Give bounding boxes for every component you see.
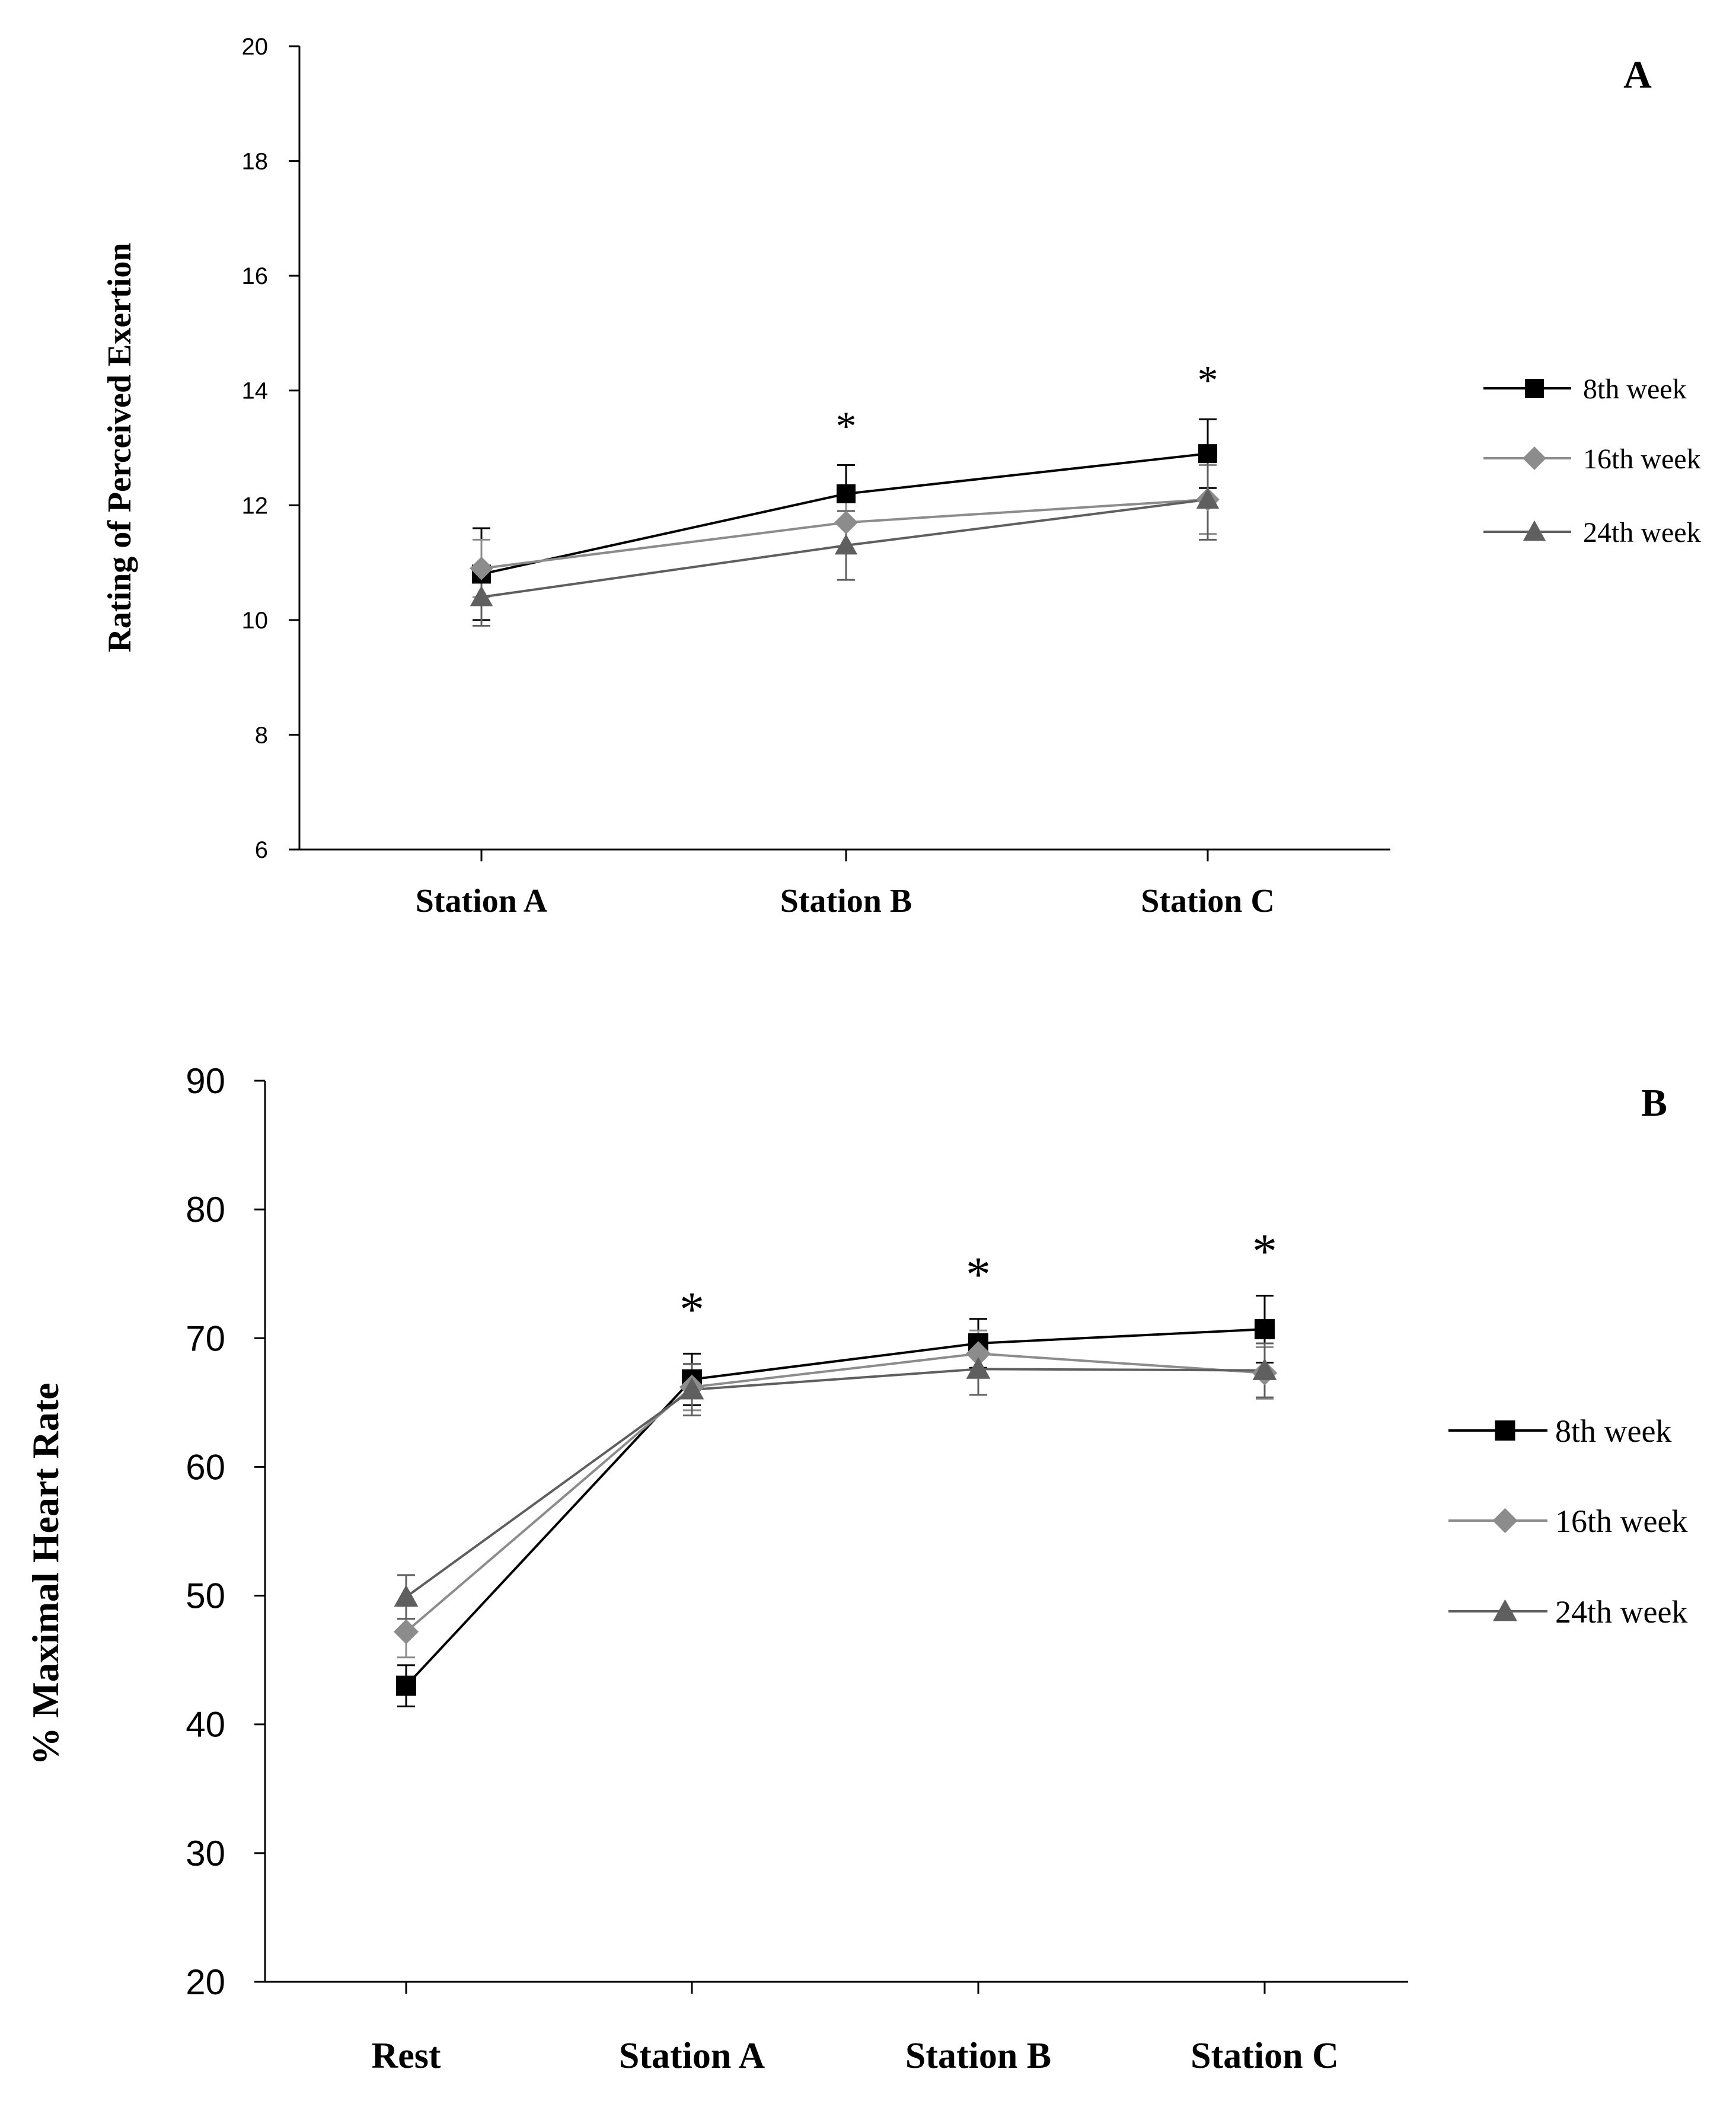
panel-b-series-line: [405, 1352, 1265, 1633]
panel-a-y-tick-label: 6: [255, 837, 268, 863]
panel-a-y-tick-label: 14: [242, 378, 269, 404]
panel-b-legend-marker: [1492, 1508, 1518, 1534]
panel-a-data-point: [837, 484, 856, 503]
panel-a-data-point: [1196, 488, 1220, 509]
panel-b-legend-label: 24th week: [1555, 1594, 1687, 1630]
panel-b-x-tick-label: Station A: [619, 2036, 765, 2076]
panel-a-legend-marker: [1525, 379, 1544, 398]
panel-a-legend-label: 24th week: [1583, 517, 1701, 548]
panel-a-significance-star: *: [836, 404, 857, 449]
panel-b-data-point: [965, 1341, 991, 1366]
panel-a-data-point: [470, 585, 493, 606]
panel-b-y-axis-title: % Maximal Heart Rate: [24, 1382, 66, 1765]
panel-b-y-tick-label: 30: [186, 1834, 225, 1873]
panel-b-y-tick-label: 60: [186, 1447, 225, 1487]
panel-a-data-point: [1198, 444, 1217, 464]
panel-b-y-tick-label: 80: [186, 1190, 225, 1230]
panel-b-legend-marker: [1493, 1599, 1517, 1621]
panel-b-data-point: [393, 1619, 419, 1645]
panel-a-y-axis-title: Rating of Perceived Exertion: [101, 242, 138, 652]
panel-a-y-tick-label: 8: [255, 722, 268, 748]
panel-b-legend-marker: [1495, 1420, 1515, 1441]
panel-a-y-tick-label: 18: [242, 149, 269, 175]
panel-b-legend-label: 16th week: [1555, 1503, 1687, 1539]
panel-b-y-tick-label: 20: [186, 1962, 225, 2002]
panel-a-x-tick-label: Station C: [1141, 883, 1275, 919]
panel-a-label: A: [1623, 53, 1652, 97]
panel-a-x-tick-label: Station B: [780, 883, 912, 919]
panel-a-series-line: [481, 498, 1208, 570]
panel-a-significance-star: *: [1198, 358, 1218, 404]
panel-a-y-tick-label: 20: [242, 34, 269, 60]
panel-a-y-tick-label: 12: [242, 493, 269, 519]
panel-a-y-tick-label: 16: [242, 263, 269, 289]
panel-b-legend-label: 8th week: [1555, 1413, 1671, 1449]
panel-b-data-point: [396, 1675, 416, 1696]
panel-b-series-line: [405, 1328, 1265, 1687]
panel-a-data-point: [470, 556, 493, 580]
panel-b-x-tick-label: Station C: [1191, 2036, 1339, 2076]
panel-b-y-tick-label: 50: [186, 1576, 225, 1616]
panel-a-data-point: [834, 534, 858, 555]
panel-b-x-tick-label: Station B: [905, 2036, 1051, 2076]
panel-b-data-point: [1252, 1358, 1277, 1380]
panel-a-x-tick-label: Station A: [416, 883, 548, 919]
panel-a-data-point: [834, 510, 858, 535]
panel-b-data-point: [679, 1377, 704, 1400]
panel-a-legend-label: 16th week: [1583, 443, 1701, 475]
panel-b-x-tick-label: Rest: [371, 2036, 441, 2076]
panel-b-data-point: [1255, 1319, 1275, 1340]
panel-b-data-point: [394, 1585, 419, 1607]
panel-b-y-tick-label: 70: [186, 1318, 225, 1358]
panel-b-data-point: [966, 1357, 991, 1379]
panel-b-significance-star: *: [966, 1247, 991, 1302]
panel-a-legend-label: 8th week: [1583, 373, 1687, 405]
panel-b-significance-star: *: [679, 1282, 704, 1337]
panel-b-series-line: [405, 1368, 1265, 1598]
panel-b-label: B: [1641, 1081, 1667, 1125]
panel-a-legend-marker: [1523, 446, 1546, 470]
panel-b-y-tick-label: 40: [186, 1705, 225, 1745]
panel-b-significance-star: *: [1252, 1224, 1277, 1279]
panel-a-y-tick-label: 10: [242, 608, 269, 634]
panel-b-y-tick-label: 90: [186, 1061, 225, 1101]
panel-a-legend-marker: [1523, 520, 1546, 541]
